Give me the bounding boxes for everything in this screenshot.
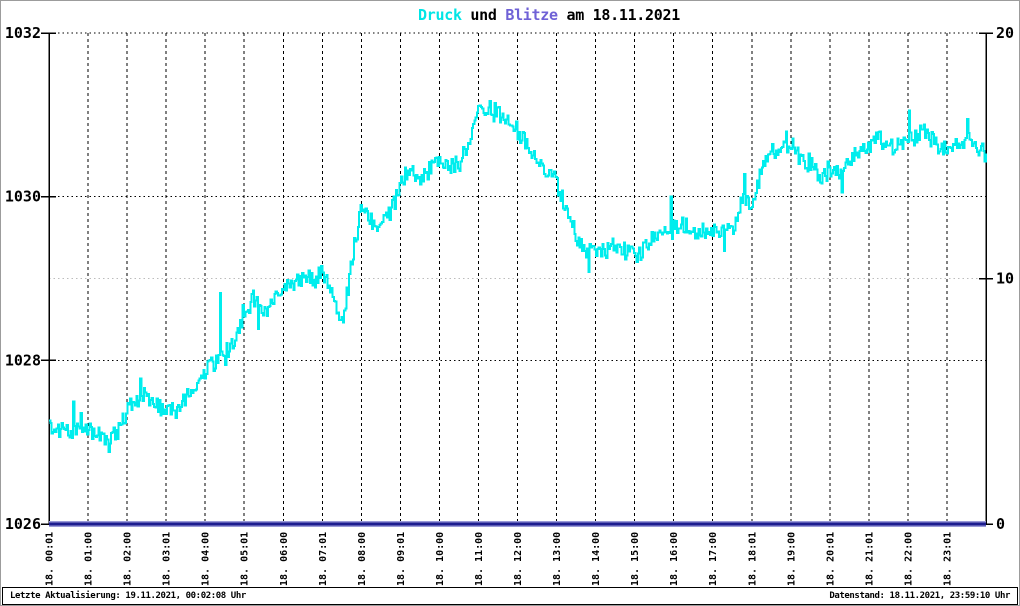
x-tick-label: 18. 00:01 — [45, 532, 56, 586]
v-gridlines — [87, 33, 948, 524]
x-tick-label: 18. 15:00 — [630, 532, 641, 586]
x-tick-label: 18. 03:01 — [162, 532, 173, 586]
y-right-tick-labels: 20 10 0 — [996, 24, 1014, 533]
x-tick-label: 18. 11:00 — [474, 532, 485, 586]
title-und: und — [461, 6, 506, 24]
x-tick-label: 18. 12:00 — [513, 532, 524, 586]
y-left-tick-label: 1032 — [5, 24, 41, 42]
y-left-tick-label: 1028 — [5, 351, 41, 369]
x-tick-label: 18. 13:00 — [552, 532, 563, 586]
x-tick-label: 18. 08:00 — [357, 532, 368, 586]
pressure-series-line — [49, 99, 987, 453]
x-tick-label: 18. 17:00 — [708, 532, 719, 586]
x-tick-label: 18. 04:00 — [201, 532, 212, 586]
x-tick-label: 18. 01:00 — [84, 532, 95, 586]
x-tick-labels: 18. 00:01 18. 01:00 18. 02:00 18. 03:01 18. … — [45, 532, 954, 586]
x-tick-label: 18. 19:00 — [786, 532, 797, 586]
x-tick-label: 18. 20:01 — [825, 532, 836, 586]
y-left-tick-label: 1030 — [5, 188, 41, 206]
page-title: Druck und Blitze am 18.11.2021 — [418, 6, 680, 24]
x-tick-label: 18. 07:01 — [318, 532, 329, 586]
y-right-tick-label: 0 — [996, 515, 1005, 533]
title-date: am 18.11.2021 — [557, 6, 680, 24]
x-tick-label: 18. 21:01 — [864, 532, 875, 586]
last-update-text: Letzte Aktualisierung: 19.11.2021, 00:02… — [10, 591, 246, 601]
x-tick-label: 18. 09:01 — [396, 532, 407, 586]
y-left-tick-labels: 1032 1030 1028 1026 — [5, 24, 41, 533]
data-state-text: Datenstand: 18.11.2021, 23:59:10 Uhr — [829, 591, 1010, 601]
x-tick-label: 18. 10:00 — [435, 532, 446, 586]
x-tick-label: 18. 06:00 — [279, 532, 290, 586]
y-left-tick-label: 1026 — [5, 515, 41, 533]
y-right-tick-label: 20 — [996, 24, 1014, 42]
x-tick-label: 18. 18:01 — [747, 532, 758, 586]
x-tick-label: 18. 05:01 — [240, 532, 251, 586]
x-tick-label: 18. 14:00 — [591, 532, 602, 586]
x-tick-label: 18. 23:01 — [942, 532, 953, 586]
status-bar: Letzte Aktualisierung: 19.11.2021, 00:02… — [2, 587, 1018, 605]
title-blitze: Blitze — [505, 6, 558, 24]
x-tick-label: 18. 02:00 — [123, 532, 134, 586]
y-right-tick-label: 10 — [996, 270, 1014, 288]
x-tick-label: 18. 22:00 — [903, 532, 914, 586]
x-tick-label: 18. 16:00 — [669, 532, 680, 586]
title-druck: Druck — [418, 6, 462, 24]
